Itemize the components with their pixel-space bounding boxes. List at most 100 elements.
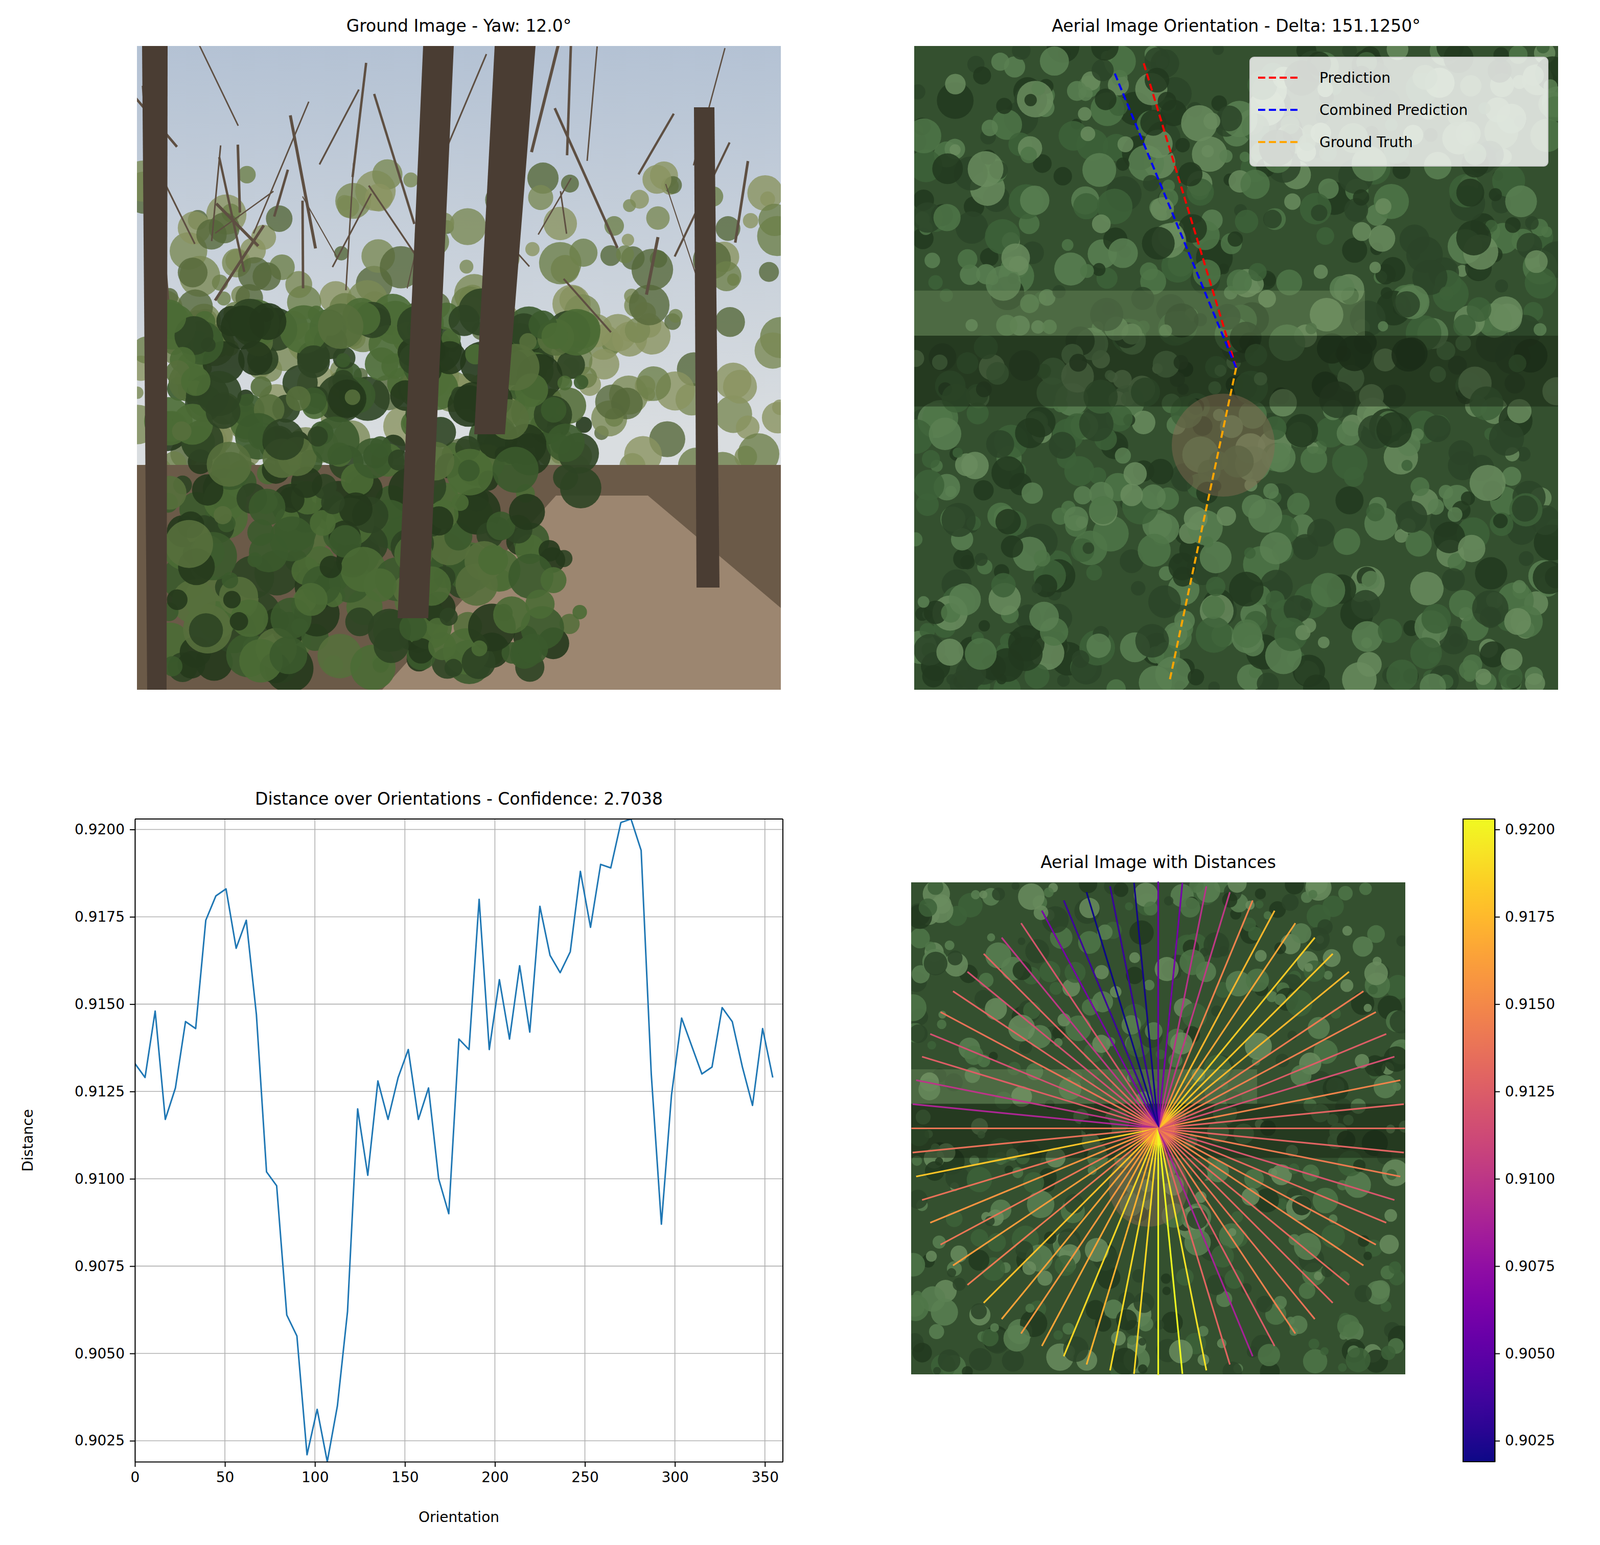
grid-line — [134, 1353, 783, 1355]
bush — [201, 337, 216, 353]
bush — [320, 490, 345, 515]
canopy — [1380, 287, 1393, 299]
canopy — [936, 638, 964, 666]
legend-label: Ground Truth — [1319, 133, 1413, 151]
canopy — [1284, 413, 1318, 448]
canopy — [1353, 189, 1370, 206]
branch — [352, 62, 367, 178]
grid-line — [134, 1178, 783, 1180]
canopy — [995, 508, 1022, 535]
canopy — [1110, 1331, 1126, 1347]
tick: 250 — [571, 1462, 599, 1487]
canopy — [1300, 598, 1313, 611]
canopy — [1489, 188, 1503, 202]
bush — [206, 442, 252, 488]
branch — [290, 115, 316, 249]
canopy — [917, 596, 930, 609]
bush — [180, 366, 211, 397]
canopy — [1504, 185, 1537, 218]
bush — [540, 567, 567, 594]
canopy — [1489, 512, 1514, 537]
canopy — [1409, 571, 1444, 606]
canopy — [949, 144, 961, 156]
canopy — [1456, 220, 1492, 256]
canopy — [1107, 238, 1138, 268]
canopy — [957, 249, 978, 270]
foliage — [403, 172, 419, 188]
canopy — [1092, 214, 1111, 234]
canopy — [1456, 178, 1485, 207]
bush — [525, 589, 555, 619]
x-tick-label: 350 — [751, 1469, 779, 1487]
foliage — [758, 203, 781, 237]
canopy — [1240, 169, 1270, 199]
grid-line — [494, 819, 496, 1463]
orientation-line — [1169, 367, 1237, 681]
canopy — [1333, 528, 1361, 556]
bush — [262, 418, 305, 460]
canopy — [1313, 264, 1329, 280]
canopy — [1377, 321, 1388, 332]
canopy — [948, 583, 982, 616]
canopy — [1088, 496, 1118, 525]
canopy — [1094, 88, 1117, 110]
branch — [587, 46, 598, 161]
branch — [319, 89, 359, 165]
canopy — [967, 151, 1004, 188]
canopy — [1053, 1330, 1063, 1341]
canopy — [1489, 420, 1525, 456]
spine — [134, 818, 783, 820]
legend-label: Prediction — [1319, 69, 1391, 87]
tick: 100 — [301, 1462, 329, 1487]
canopy — [1310, 204, 1328, 221]
tick-mark — [494, 1462, 496, 1468]
grid-line — [134, 829, 783, 831]
canopy — [932, 153, 963, 184]
plot-area — [134, 819, 773, 1463]
canopy — [1067, 81, 1087, 102]
bush — [307, 426, 329, 447]
grid-line — [134, 819, 136, 1463]
canopy — [1178, 161, 1203, 187]
canopy — [1064, 456, 1095, 487]
branch — [374, 94, 415, 224]
canopy — [1141, 484, 1167, 510]
canopy — [1536, 45, 1550, 54]
foliage — [629, 284, 670, 326]
x-tick-label: 50 — [216, 1469, 235, 1487]
canopy — [1316, 227, 1335, 246]
canopy — [927, 1040, 937, 1050]
foliage — [177, 257, 208, 288]
branch — [531, 45, 563, 153]
tick: 0.9125 — [74, 1083, 135, 1101]
canopy — [1300, 446, 1328, 473]
bush — [573, 375, 589, 390]
canopy — [1219, 149, 1233, 164]
tick: 300 — [661, 1462, 689, 1487]
canopy — [1373, 183, 1409, 220]
canopy — [1351, 621, 1383, 653]
orientation-line — [1143, 62, 1237, 368]
canopy — [986, 430, 1015, 459]
x-axis: 050100150200250300350 — [130, 1462, 784, 1487]
canopy — [991, 456, 1025, 490]
canopy — [952, 447, 963, 458]
foliage — [615, 245, 634, 264]
canopy — [1201, 595, 1225, 619]
foliage — [459, 259, 474, 274]
canopy — [1372, 956, 1382, 966]
branch — [191, 45, 239, 126]
bush — [247, 519, 274, 546]
canopy — [950, 1245, 968, 1263]
canopy — [1014, 418, 1046, 449]
canopy — [1310, 572, 1346, 608]
bush — [166, 589, 188, 611]
canopy — [1140, 109, 1167, 136]
canopy — [1338, 886, 1353, 901]
canopy — [1082, 542, 1095, 555]
figure: Ground Image - Yaw: 12.0°Aerial Image Or… — [0, 0, 1600, 1545]
foliage — [449, 207, 486, 245]
data-line — [134, 819, 773, 1463]
canopy — [1449, 633, 1463, 647]
branch — [237, 144, 240, 213]
